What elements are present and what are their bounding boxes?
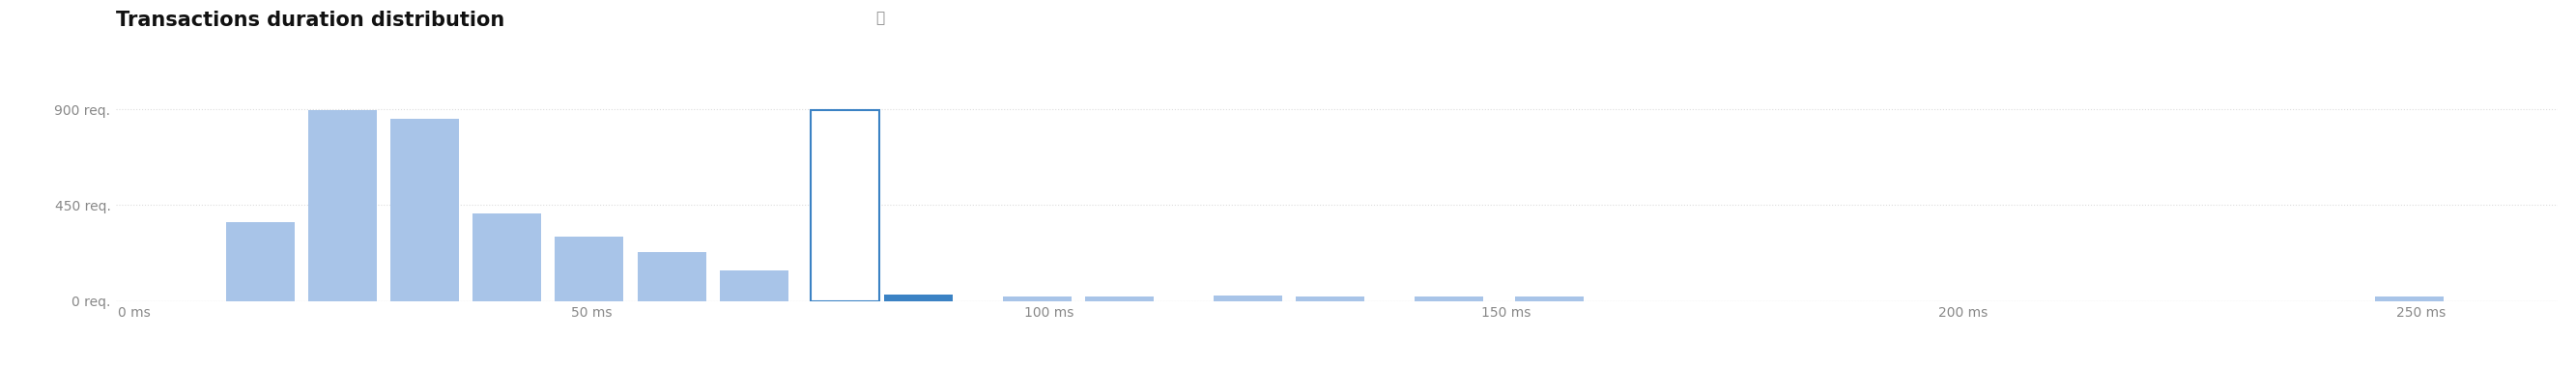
Text: ⓘ: ⓘ [876,11,884,25]
Bar [2375,297,2445,301]
Bar [309,110,376,301]
Bar [636,252,706,301]
Bar [719,270,788,301]
Bar [811,110,878,301]
Bar [884,294,953,301]
Bar [1002,297,1072,301]
Bar [471,214,541,301]
Bar [1084,297,1154,301]
Bar [1213,295,1283,301]
Bar [1296,297,1365,301]
Bar [227,222,294,301]
Bar [392,119,459,301]
Text: Transactions duration distribution: Transactions duration distribution [116,11,505,30]
Bar [1515,297,1584,301]
Bar [1414,297,1484,301]
Bar [554,237,623,301]
